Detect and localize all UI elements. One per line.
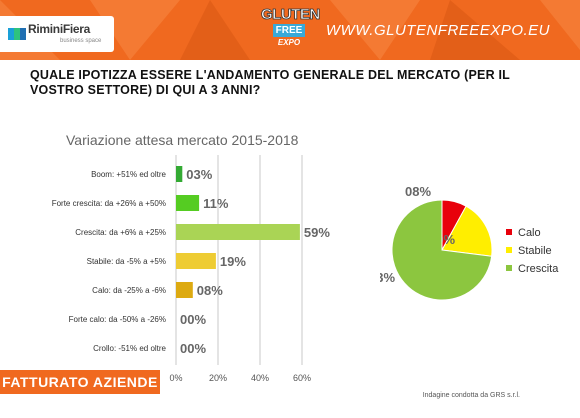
bar [176, 166, 183, 182]
pie-legend-label: Stabile [518, 245, 552, 257]
bar-x-tick-label: 60% [293, 373, 311, 383]
bar [176, 195, 200, 211]
bar-category-label: Forte calo: da -50% a -26% [69, 315, 166, 324]
logo-gluten-text: GLUTEN [261, 6, 321, 24]
bar-chart: 0% 20% 40% 60% Boom: +51% ed oltre 03% Forte c… [52, 155, 330, 383]
bar-x-tick-label: 0% [169, 373, 182, 383]
pie-legend-label: Crescita [518, 263, 559, 275]
riminifiera-mark-icon [8, 28, 26, 40]
survey-question: QUALE IPOTIZZA ESSERE L'ANDAMENTO GENERA… [30, 68, 510, 97]
logo-tagline: business space [60, 38, 102, 44]
pie-legend-swatch [506, 247, 512, 253]
bar [176, 253, 216, 269]
bar-value-label: 03% [186, 167, 212, 182]
bar-chart-title: Variazione attesa mercato 2015-2018 [66, 132, 299, 148]
bar-category-label: Calo: da -25% a -6% [92, 286, 166, 295]
bar [176, 282, 193, 298]
bar-value-label: 59% [304, 225, 330, 240]
logo-brand-text: RiminiFiera [28, 22, 91, 36]
bar-category-label: Forte crescita: da +26% a +50% [52, 199, 166, 208]
bar-category-label: Crescita: da +6% a +25% [75, 228, 166, 237]
footer-section-label: FATTURATO AZIENDE 5 [0, 370, 160, 414]
bar-value-label: 11% [203, 196, 229, 211]
pie-legend-swatch [506, 229, 512, 235]
bar-category-label: Crollo: -51% ed oltre [93, 344, 166, 353]
logo-free-text: FREE [273, 24, 305, 37]
bar-category-label: Boom: +51% ed oltre [91, 170, 166, 179]
bar-x-tick-label: 40% [251, 373, 269, 383]
header-banner: RiminiFiera business space GLUTEN FREE E… [0, 0, 580, 60]
pie-slice [391, 199, 493, 301]
logo-expo-text: EXPO [277, 38, 301, 47]
riminifiera-logo[interactable]: RiminiFiera business space [0, 16, 114, 52]
pie-value-label: 08% [405, 184, 431, 199]
bar-value-label: 00% [180, 312, 206, 327]
pie-slice [441, 205, 493, 257]
glutenfree-expo-logo[interactable]: GLUTEN FREE EXPO [261, 4, 321, 60]
bar-value-label: 00% [180, 341, 206, 356]
bar-category-label: Stabile: da -5% a +5% [87, 257, 166, 266]
bar-value-label: 08% [197, 283, 223, 298]
bar-value-label: 19% [220, 254, 246, 269]
bar [176, 224, 300, 240]
credit-note: Indagine condotta da GRS s.r.l. [422, 392, 520, 399]
bar-x-tick-label: 20% [209, 373, 227, 383]
pie-legend-label: Calo [518, 227, 541, 239]
pie-legend-swatch [506, 265, 512, 271]
website-link[interactable]: WWW.GLUTENFREEEXPO.EU [325, 22, 550, 39]
pie-value-label: 73% [380, 270, 395, 285]
